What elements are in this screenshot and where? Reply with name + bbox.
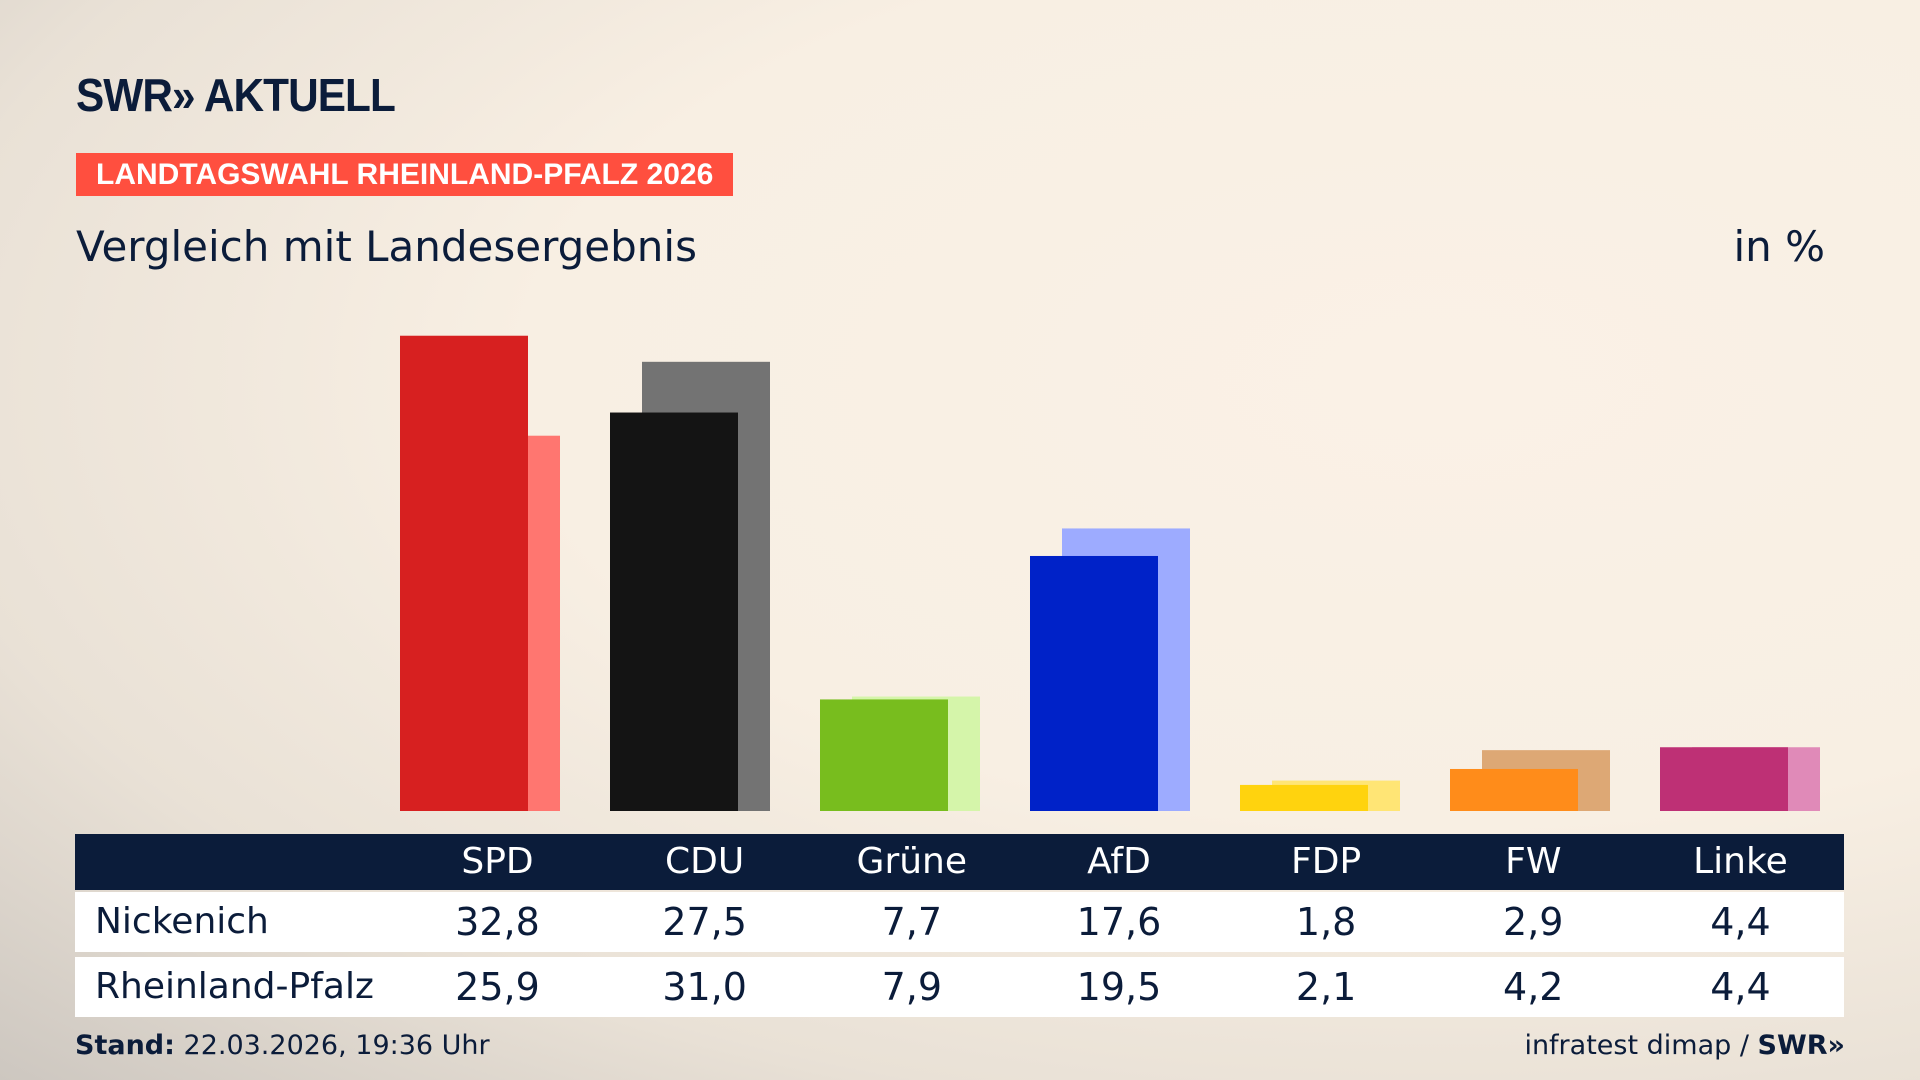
table-cell: 7,7	[881, 900, 943, 944]
header-gruene: Grüne	[856, 841, 968, 882]
bar-fw-local	[1450, 768, 1578, 811]
table-cell: 2,1	[1295, 965, 1357, 1009]
table-cell: 19,5	[1076, 965, 1162, 1009]
header-fdp: FDP	[1291, 841, 1362, 882]
row-label: Rheinland-Pfalz	[95, 966, 374, 1007]
table-cell: 17,6	[1076, 900, 1162, 944]
table-cell: 4,2	[1503, 965, 1564, 1009]
header-linke: Linke	[1693, 841, 1788, 882]
swr-aktuell-logo: SWR» AKTUELL	[76, 69, 396, 121]
election-banner: LANDTAGSWAHL RHEINLAND-PFALZ 2026	[76, 153, 734, 196]
table-cell: 4,4	[1710, 965, 1771, 1009]
timestamp: Stand: 22.03.2026, 19:36 Uhr	[75, 1030, 490, 1061]
table-header: SPD CDU Grüne AfD FDP FW Linke	[75, 834, 1844, 890]
header-spd: SPD	[461, 841, 534, 882]
chart-subtitle: Vergleich mit Landesergebnis	[76, 222, 697, 271]
header-afd: AfD	[1087, 841, 1151, 882]
source: infratest dimap / SWR»	[1524, 1030, 1845, 1061]
bar-linke-local	[1660, 747, 1788, 811]
table-cell: 7,9	[881, 965, 943, 1009]
bar-chart	[400, 335, 1820, 811]
table-cell: 31,0	[662, 965, 747, 1009]
table-cell: 32,8	[455, 900, 540, 944]
table-cell: 4,4	[1710, 900, 1771, 944]
bar-grüne-local	[820, 699, 948, 811]
header-cdu: CDU	[665, 841, 745, 882]
bar-spd-local	[400, 335, 528, 811]
table-cell: 27,5	[662, 900, 747, 944]
bar-fdp-local	[1240, 784, 1368, 811]
table-row: Nickenich 32,8 27,5 7,7 17,6 1,8 2,9 4,4	[75, 892, 1844, 952]
table-cell: 1,8	[1295, 900, 1357, 944]
table-cell: 25,9	[455, 965, 540, 1009]
bar-afd-local	[1030, 555, 1158, 811]
table-row: Rheinland-Pfalz 25,9 31,0 7,9 19,5 2,1 4…	[75, 957, 1844, 1017]
swr-logo: SWR»	[1757, 1030, 1845, 1061]
header-fw: FW	[1505, 841, 1562, 882]
bar-cdu-local	[610, 412, 738, 811]
unit-label: in %	[1733, 222, 1825, 271]
row-label: Nickenich	[95, 901, 269, 942]
results-table: SPD CDU Grüne AfD FDP FW Linke Nickenich…	[75, 834, 1844, 1017]
table-cell: 2,9	[1503, 900, 1564, 944]
